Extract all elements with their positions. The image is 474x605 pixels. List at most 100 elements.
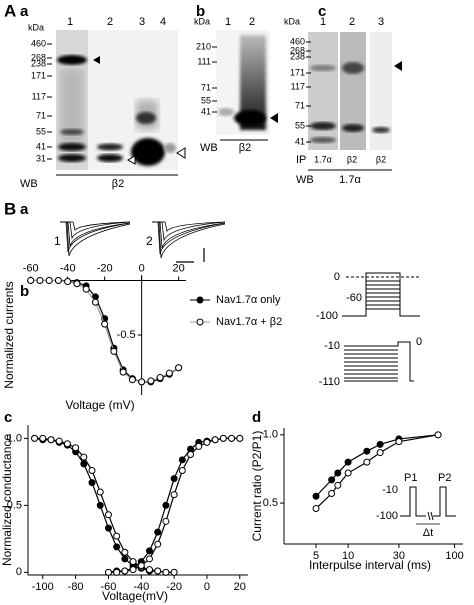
ip-antibody: β2 (376, 154, 386, 164)
data-point (145, 566, 153, 574)
wb-label: WB (296, 174, 314, 186)
data-point (96, 501, 104, 509)
data-point (80, 460, 88, 468)
x-tick-label: -80 (68, 581, 84, 593)
legend-label: Nav1.7α only (216, 294, 281, 306)
x-tick-label: 5 (313, 550, 319, 562)
data-point (64, 278, 72, 286)
data-point (104, 524, 112, 532)
mw-marker: 268 (31, 52, 46, 62)
antibody-label: 1.7α (339, 174, 361, 186)
lane-label: 1 (67, 16, 73, 28)
data-point (36, 276, 44, 284)
data-point (328, 490, 336, 498)
blot-a (56, 30, 186, 176)
data-point (88, 479, 96, 487)
antibody-label: β2 (112, 178, 124, 190)
data-point (195, 442, 203, 450)
lane-label: 3 (139, 16, 145, 28)
x-tick-label: -40 (60, 262, 76, 274)
data-point (121, 548, 129, 556)
voltage-protocols (342, 272, 420, 382)
protocol-label: -100 (316, 310, 338, 322)
legend-marker (196, 318, 204, 326)
protocol-label: -60 (346, 292, 362, 304)
data-point (170, 475, 178, 483)
inset-label: Δt (423, 527, 433, 539)
panel-label: a (20, 201, 29, 218)
data-point (47, 436, 55, 444)
wb-label: WB (200, 142, 218, 154)
mw-marker: 41 (295, 136, 305, 146)
x-tick-label: 10 (342, 550, 354, 562)
y-tick-label: 0.5 (7, 499, 22, 511)
x-tick-label: 20 (172, 262, 184, 274)
data-point (344, 469, 352, 477)
mw-marker: 55 (201, 95, 211, 105)
data-point (138, 378, 146, 386)
data-point (162, 568, 170, 576)
data-point (121, 567, 129, 575)
data-point (72, 444, 80, 452)
x-tick-label: -40 (133, 581, 149, 593)
lane-label: 1 (225, 16, 231, 28)
data-point (434, 431, 442, 439)
data-point (80, 453, 88, 461)
x-tick-label: -60 (23, 262, 39, 274)
data-point (45, 276, 53, 284)
lane-label: 3 (378, 16, 384, 28)
y-tick-label: -0.5 (117, 329, 136, 341)
panel-label: c (4, 409, 12, 426)
data-point (137, 562, 145, 570)
mw-marker: 117 (291, 81, 305, 91)
inset-label: P1 (404, 472, 417, 484)
data-point (162, 501, 170, 509)
data-point (219, 434, 227, 442)
panel-label: a (20, 3, 29, 20)
data-point (101, 320, 109, 328)
protocol-label: -10 (324, 340, 340, 352)
data-point (363, 458, 371, 466)
x-tick-label: 0 (204, 581, 210, 593)
data-point (156, 374, 164, 382)
mw-marker: 460 (31, 38, 46, 48)
x-tick-label: 0 (139, 262, 145, 274)
y-tick-label: 0 (16, 566, 22, 578)
inset-label: -100 (376, 510, 398, 522)
mw-marker: 268 (290, 45, 305, 55)
y-axis-label: Normalized currents (2, 281, 16, 388)
trace-label: 1 (54, 234, 61, 248)
mw-marker: 111 (197, 56, 211, 66)
data-point (128, 376, 136, 384)
x-tick-label: -20 (166, 581, 182, 593)
data-point (145, 547, 153, 555)
data-point (328, 476, 336, 484)
mw-marker: 238 (31, 58, 46, 68)
data-point (228, 434, 236, 442)
paired-pulse-protocol (400, 486, 456, 521)
data-point (165, 369, 173, 377)
series-line (30, 279, 179, 383)
panel-label: B (4, 199, 16, 218)
data-point (54, 276, 62, 284)
wb-label: WB (20, 178, 38, 190)
data-point (129, 566, 137, 574)
mw-marker: 31 (36, 153, 46, 163)
lane-label: 2 (107, 16, 113, 28)
y-axis-label: Normalized conductance (0, 434, 14, 566)
mw-marker: 55 (36, 126, 46, 136)
data-point (154, 540, 162, 548)
current-traces (60, 221, 226, 263)
data-point (113, 543, 121, 551)
unit-label: kDa (28, 22, 44, 32)
data-point (31, 434, 39, 442)
mw-marker: 71 (295, 100, 305, 110)
panel-label: c (318, 3, 326, 20)
protocol-label: -110 (319, 376, 340, 388)
mw-marker: 71 (36, 110, 46, 120)
lane-label: 1 (320, 16, 326, 28)
unit-label: kDa (194, 16, 210, 26)
data-point (82, 285, 90, 293)
data-point (376, 449, 384, 457)
